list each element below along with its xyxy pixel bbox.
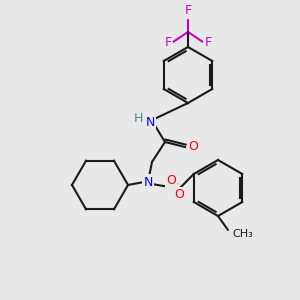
Text: F: F <box>184 4 192 17</box>
Text: F: F <box>204 35 211 49</box>
Text: N: N <box>145 116 155 128</box>
Text: H: H <box>133 112 143 124</box>
Text: F: F <box>164 35 172 49</box>
Text: CH₃: CH₃ <box>232 229 253 239</box>
Text: S: S <box>171 182 179 194</box>
Text: O: O <box>188 140 198 152</box>
Text: O: O <box>174 188 184 202</box>
Text: N: N <box>143 176 153 188</box>
Text: O: O <box>166 175 176 188</box>
